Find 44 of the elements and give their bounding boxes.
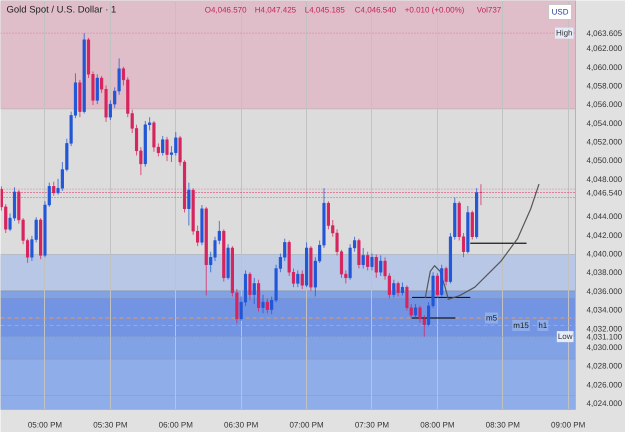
y-tick-label: 4,052.000	[586, 138, 623, 146]
annotation: m5	[486, 313, 498, 322]
y-tick-label: 4,032.000	[586, 324, 623, 334]
annotation: +0.010 (+0.00%)	[404, 6, 465, 14]
y-tick-label: 4,042.000	[586, 230, 623, 240]
chart-title: Gold Spot / U.S. Dollar · 1	[6, 4, 116, 16]
x-tick-label: 06:00 PM	[158, 420, 194, 430]
y-axis-title: USD	[552, 8, 569, 16]
x-tick-label: 06:30 PM	[224, 420, 259, 430]
annotation: H4,047.425	[254, 6, 297, 14]
x-tick-label: 08:30 PM	[486, 420, 520, 430]
y-tick-label: 4,046.540	[586, 188, 623, 198]
y-tick-label: 4,026.000	[586, 380, 623, 390]
x-tick-label: 07:30 PM	[354, 420, 390, 430]
x-tick-label: 07:00 PM	[289, 420, 324, 430]
y-tick-label: 4,044.000	[586, 212, 623, 222]
y-tick-label: 4,048.000	[586, 174, 623, 184]
x-tick-label: 05:00 PM	[28, 420, 62, 430]
y-tick-label: 4,024.000	[586, 398, 623, 408]
y-tick-label: 4,036.000	[586, 286, 623, 296]
annotation: C4,046.540	[354, 6, 397, 14]
y-tick-label: 4,062.000	[586, 44, 623, 54]
x-tick-label: 09:00 PM	[551, 420, 586, 430]
annotation: m15	[513, 320, 530, 330]
y-tick-label: 4,056.000	[586, 100, 623, 110]
y-tick-label: 4,038.000	[586, 268, 623, 278]
y-tick-label: 4,054.000	[586, 118, 623, 128]
y-tick-label: 4,034.000	[586, 306, 623, 315]
ref-line-label: Low	[558, 332, 573, 342]
x-tick-label: 05:30 PM	[93, 420, 128, 430]
y-tick-label: 4,040.000	[586, 250, 623, 259]
y-tick-label: 4,031.100	[586, 332, 623, 342]
y-tick-label: 4,028.000	[586, 362, 623, 371]
ref-line-label: High	[556, 28, 572, 38]
annotation: Vol737	[476, 6, 502, 14]
y-tick-label: 4,050.000	[586, 156, 623, 166]
x-tick-label: 08:00 PM	[420, 420, 455, 430]
y-tick-label: 4,060.000	[586, 62, 623, 72]
y-tick-label: 4,058.000	[586, 81, 623, 90]
y-tick-label: 4,063.605	[586, 29, 623, 38]
y-tick-label: 4,030.000	[586, 342, 623, 352]
annotation: L4,045.185	[304, 6, 346, 14]
annotation: h1	[538, 320, 548, 330]
annotation: O4,046.570	[204, 6, 248, 14]
